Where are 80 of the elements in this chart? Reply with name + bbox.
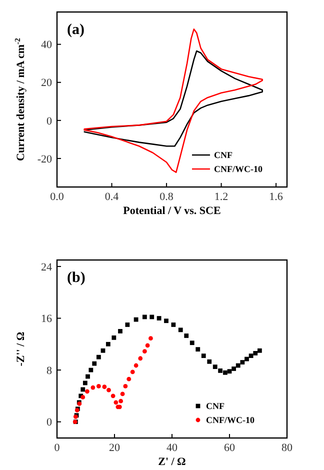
point bbox=[106, 342, 110, 346]
text: (b) bbox=[67, 270, 86, 286]
point bbox=[123, 384, 128, 388]
line-series bbox=[84, 28, 264, 174]
x-tick-label: 0.0 bbox=[50, 191, 64, 203]
point bbox=[253, 351, 258, 356]
y-tick-label: 40 bbox=[41, 39, 52, 52]
point bbox=[134, 363, 138, 368]
point bbox=[88, 368, 94, 372]
point bbox=[236, 363, 240, 368]
y-axis-title: -Z'' / Ω bbox=[15, 332, 27, 366]
x-tick-label: 60 bbox=[224, 442, 236, 454]
point bbox=[118, 398, 124, 404]
point bbox=[90, 385, 96, 390]
point bbox=[201, 354, 206, 358]
point bbox=[196, 347, 200, 352]
point bbox=[212, 364, 218, 369]
legend-label: CNF/WC-10 bbox=[214, 164, 263, 174]
y-tick-label: 24 bbox=[41, 261, 52, 274]
point bbox=[145, 343, 150, 348]
y-tick-label: -20 bbox=[37, 153, 52, 166]
point bbox=[102, 384, 107, 390]
point bbox=[134, 317, 138, 322]
point bbox=[84, 389, 90, 394]
point bbox=[106, 388, 111, 392]
point bbox=[138, 356, 143, 361]
point bbox=[126, 376, 132, 382]
point bbox=[142, 314, 147, 320]
point bbox=[227, 369, 232, 374]
point bbox=[130, 370, 135, 374]
point bbox=[207, 359, 212, 364]
point bbox=[86, 374, 90, 379]
point bbox=[244, 356, 249, 362]
y-tick-label: 16 bbox=[41, 313, 52, 326]
point bbox=[164, 318, 168, 324]
point bbox=[114, 400, 118, 405]
point bbox=[100, 348, 106, 353]
x-tick-label: 0.4 bbox=[104, 191, 120, 203]
point bbox=[92, 361, 97, 366]
point bbox=[184, 334, 189, 338]
legend-label: CNF bbox=[214, 150, 233, 160]
x-axis-title: Potential / V vs. SCE bbox=[123, 205, 221, 217]
legend-label: CNF bbox=[206, 401, 225, 412]
point bbox=[178, 328, 183, 332]
x-axis-title: Z' / Ω bbox=[158, 456, 186, 468]
text: (a) bbox=[67, 22, 84, 38]
point bbox=[222, 370, 228, 375]
point bbox=[112, 335, 116, 340]
y-tick-label: 20 bbox=[41, 77, 52, 90]
point bbox=[110, 394, 116, 398]
point bbox=[82, 380, 88, 386]
point bbox=[96, 384, 101, 388]
point bbox=[96, 354, 101, 360]
point bbox=[232, 366, 236, 371]
x-tick-label: 0 bbox=[54, 442, 60, 454]
point bbox=[150, 314, 154, 320]
point bbox=[171, 322, 176, 327]
y-tick-label: 8 bbox=[46, 364, 52, 377]
point bbox=[125, 322, 130, 327]
x-tick-label: 80 bbox=[282, 442, 293, 454]
point bbox=[120, 392, 125, 396]
point bbox=[257, 348, 262, 353]
point bbox=[80, 387, 86, 392]
point bbox=[240, 360, 245, 364]
point bbox=[248, 354, 254, 358]
point bbox=[148, 336, 153, 341]
point bbox=[142, 349, 147, 354]
x-tick-label: 1.2 bbox=[214, 191, 228, 203]
point bbox=[118, 329, 122, 334]
line-series bbox=[84, 50, 264, 147]
x-tick-label: 0.8 bbox=[160, 191, 174, 203]
y-tick-label: 0 bbox=[46, 115, 52, 128]
x-tick-label: 20 bbox=[109, 442, 120, 454]
point bbox=[156, 316, 162, 320]
legend-label: CNF/WC-10 bbox=[206, 415, 255, 426]
point bbox=[190, 340, 194, 346]
x-tick-label: 40 bbox=[166, 442, 178, 454]
y-tick-label: 0 bbox=[46, 416, 52, 429]
point bbox=[218, 368, 222, 373]
x-tick-label: 1.6 bbox=[269, 191, 284, 203]
